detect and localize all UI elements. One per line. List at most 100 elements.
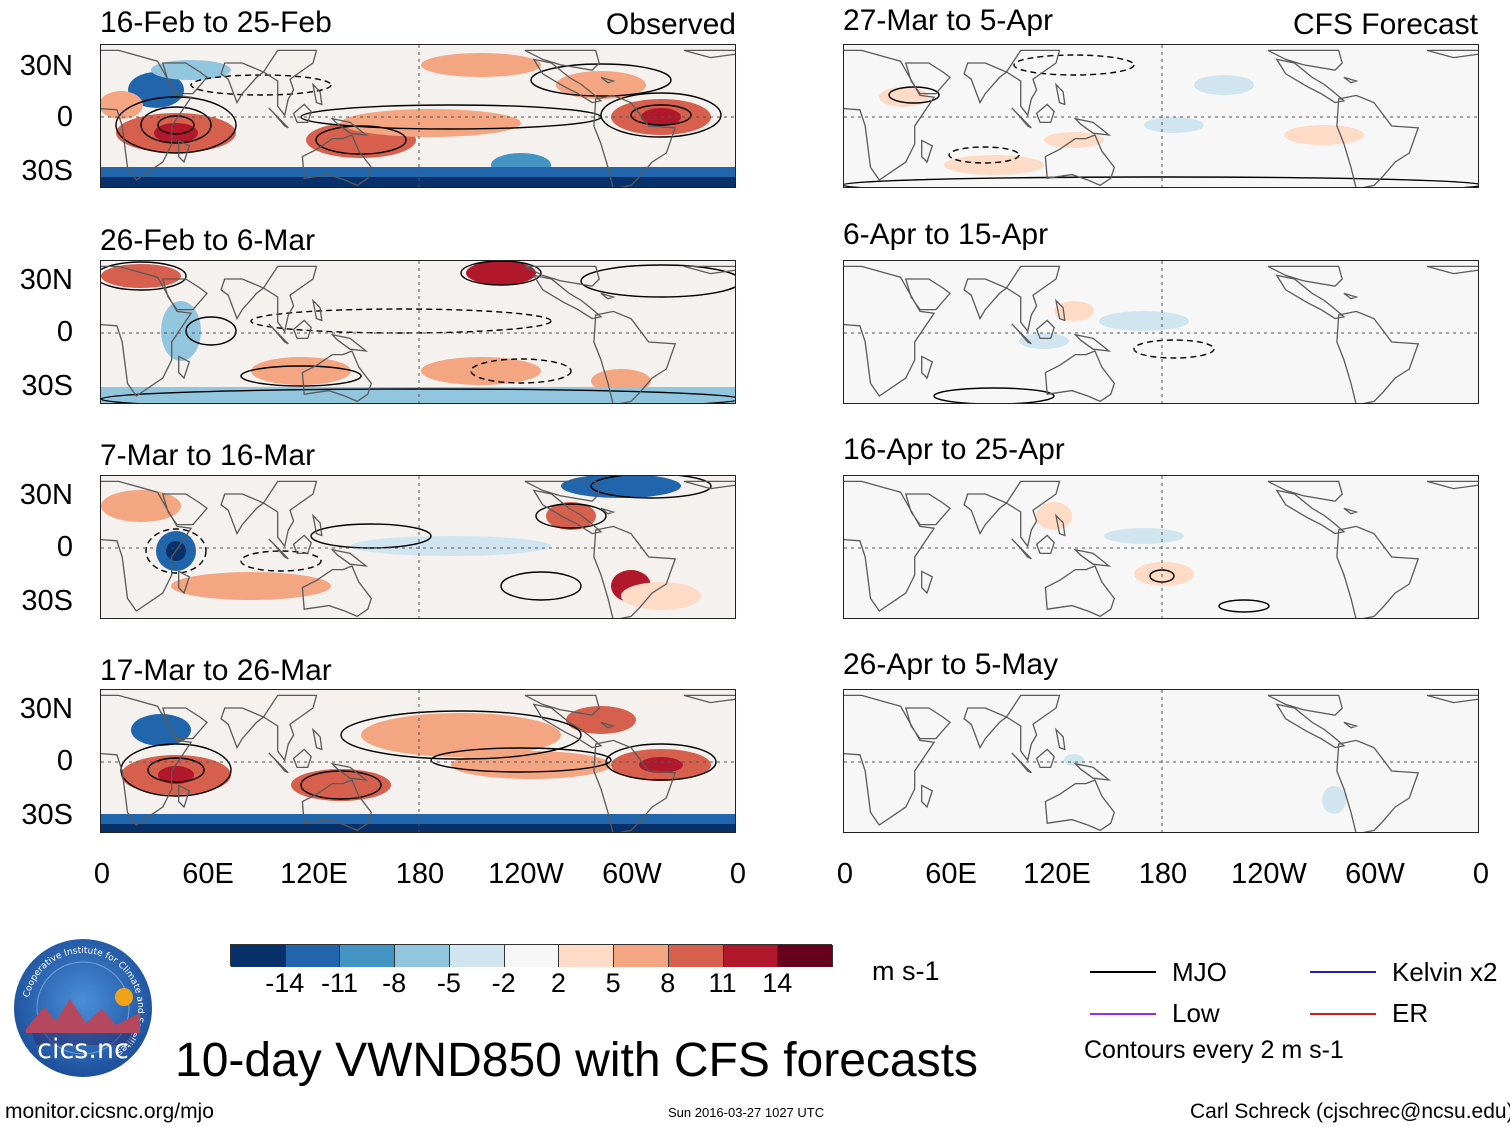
x-tick: 0 — [93, 858, 111, 890]
y-tick-30n: 30N — [19, 264, 73, 296]
contour-line — [630, 104, 692, 126]
anomaly-blob — [566, 706, 636, 734]
colorbar-tick-label: 8 — [660, 968, 676, 998]
forecast-label: CFS Forecast — [1292, 8, 1478, 41]
map-background — [844, 690, 1478, 832]
anomaly-blob — [128, 72, 184, 108]
colorbar-swatch — [614, 945, 669, 967]
contour-line — [1218, 599, 1270, 613]
coastlines — [844, 265, 1478, 403]
contour-line — [590, 476, 712, 499]
contour-line — [430, 747, 612, 773]
anomaly-blob — [291, 769, 391, 801]
anomaly-blob — [341, 109, 521, 137]
colorbar-swatch — [395, 945, 450, 967]
anomaly-blob — [1284, 125, 1364, 145]
contour-line — [310, 523, 432, 549]
kelvin-legend-label: Kelvin x2 — [1392, 957, 1498, 987]
anomaly-blob — [351, 536, 551, 556]
x-tick: 0 — [1472, 858, 1490, 890]
mjo-legend-label: MJO — [1172, 957, 1227, 987]
observed-map-graphic — [101, 476, 735, 618]
observed-map-graphic — [101, 45, 735, 187]
observed-map-graphic — [101, 261, 735, 403]
footer-timestamp: Sun 2016-03-27 1027 UTC — [668, 1105, 825, 1120]
colorbar-tick-label: 11 — [708, 968, 737, 998]
anomaly-blob — [154, 123, 198, 143]
coastlines — [844, 694, 1478, 832]
map-background — [844, 476, 1478, 618]
x-tick: 120W — [488, 858, 564, 890]
contour-line — [300, 104, 602, 130]
forecast-map-2 — [843, 260, 1479, 404]
contour-line — [240, 365, 362, 387]
contour-line — [844, 176, 1478, 187]
colorbar-tick-label: -14 — [265, 968, 305, 998]
contour-line — [250, 308, 552, 334]
x-tick: 60W — [602, 858, 662, 890]
contour-line — [115, 96, 237, 154]
colorbar-swatch — [285, 945, 341, 967]
anomaly-blob — [639, 757, 683, 773]
forecast-map-3 — [843, 475, 1479, 619]
contour-line — [535, 503, 607, 529]
colorbar-tick-label: -8 — [382, 968, 407, 998]
forecast-map-graphic — [844, 261, 1478, 403]
contour-line — [157, 115, 195, 135]
x-tick: 0 — [836, 858, 854, 890]
anomaly-blob — [1104, 528, 1184, 544]
cics-logo: Cooperative Institute for Climate and Sa… — [12, 937, 154, 1079]
colorbar-tick-label: -2 — [491, 968, 516, 998]
observed-panel-1-title: 16-Feb to 25-Feb — [100, 6, 332, 39]
colorbar-swatch — [723, 945, 779, 967]
contour-line — [120, 743, 232, 797]
x-tick: 120E — [280, 858, 348, 890]
contour-line — [147, 757, 205, 783]
colorbar-swatch — [449, 945, 505, 967]
observed-panel-4-title: 17-Mar to 26-Mar — [100, 654, 332, 687]
anomaly-blob — [251, 357, 351, 385]
anomaly-blob — [1322, 786, 1346, 814]
contour-line — [500, 571, 582, 601]
contour-line — [470, 358, 572, 384]
observed-map-3 — [100, 475, 736, 619]
contour-line — [185, 316, 237, 346]
coastlines — [844, 49, 1478, 187]
coastlines — [101, 265, 735, 403]
logo-text: cics.nc — [37, 1034, 129, 1065]
low-legend-line — [1090, 1013, 1156, 1015]
colorbar-labels: -14 -11 -8 -5 -2 2 5 8 11 14 — [230, 968, 832, 1002]
contour-line — [1133, 339, 1215, 359]
map-background — [844, 261, 1478, 403]
x-tick: 180 — [395, 858, 445, 890]
anomaly-blob — [1019, 333, 1069, 349]
y-tick-0: 0 — [56, 745, 73, 777]
anomaly-blob — [151, 60, 231, 80]
anomaly-blob — [546, 502, 596, 530]
observed-map-graphic — [101, 690, 735, 832]
kelvin-legend-line — [1310, 971, 1376, 973]
observed-panel-2-title: 26-Feb to 6-Mar — [100, 224, 316, 257]
x-tick: 120W — [1231, 858, 1307, 890]
main-title: 10-day VWND850 with CFS forecasts — [175, 1034, 978, 1087]
anomaly-blob — [1134, 562, 1194, 586]
low-legend-label: Low — [1172, 998, 1220, 1028]
colorbar-tick-label: 2 — [550, 968, 566, 998]
x-tick: 120E — [1023, 858, 1091, 890]
colorbar-tick-label: 14 — [762, 968, 793, 998]
anomaly-blob — [556, 71, 646, 99]
contour-line — [1013, 54, 1135, 76]
colorbar-swatch — [559, 945, 615, 967]
contour-line — [580, 264, 735, 298]
contour-line — [101, 388, 735, 403]
contour-line — [933, 387, 1055, 403]
x-tick: 0 — [729, 858, 747, 890]
x-tick: 180 — [1138, 858, 1188, 890]
y-tick-30s: 30S — [21, 155, 73, 187]
colorbar-swatch — [504, 945, 560, 967]
y-tick-30s: 30S — [21, 799, 73, 831]
observed-map-2 — [100, 260, 736, 404]
y-tick-0: 0 — [56, 531, 73, 563]
observed-map-4 — [100, 689, 736, 833]
footer-author: Carl Schreck (cjschrec@ncsu.edu) — [1190, 1100, 1510, 1123]
